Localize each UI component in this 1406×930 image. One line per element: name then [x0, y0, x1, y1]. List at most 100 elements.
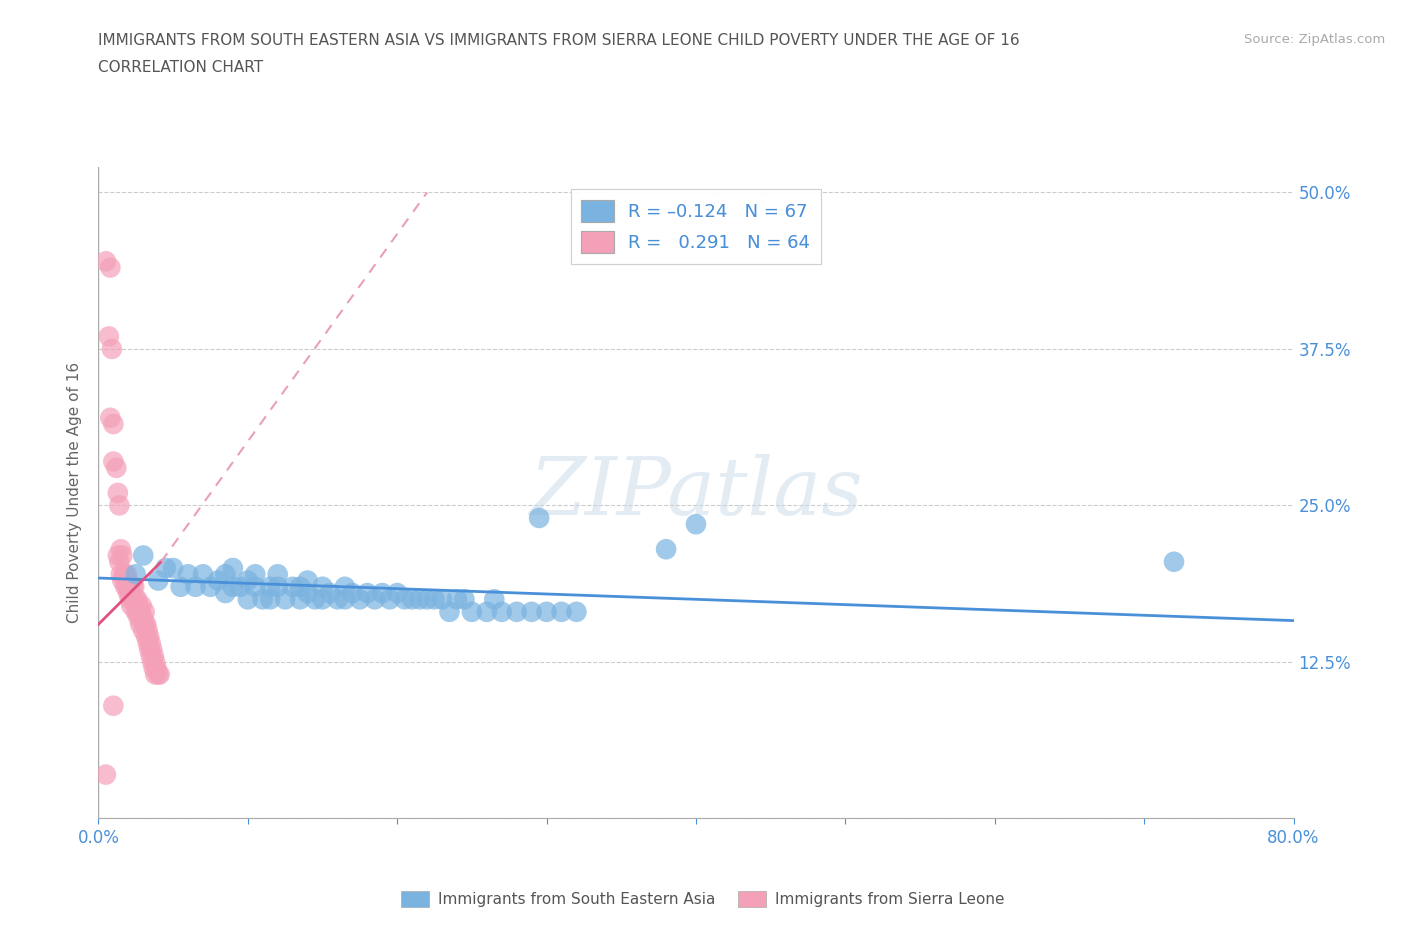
Point [128, 598, 150, 613]
Point [115, 579, 138, 594]
Point [131, 598, 153, 613]
Point [1163, 554, 1185, 569]
Point [155, 561, 177, 576]
Point [304, 591, 326, 606]
Point [259, 579, 281, 594]
Point [288, 591, 311, 606]
Point [342, 586, 364, 601]
Point [112, 567, 135, 582]
Text: IMMIGRANTS FROM SOUTH EASTERN ASIA VS IMMIGRANTS FROM SIERRA LEONE CHILD POVERTY: IMMIGRANTS FROM SOUTH EASTERN ASIA VS IM… [98, 33, 1019, 47]
Point [129, 604, 152, 619]
Point [349, 591, 371, 606]
Point [565, 604, 588, 619]
Point [108, 498, 131, 512]
Point [145, 660, 167, 675]
Point [125, 604, 148, 619]
Point [550, 604, 572, 619]
Point [114, 579, 136, 594]
Point [461, 604, 484, 619]
Point [124, 579, 146, 594]
Point [536, 604, 558, 619]
Point [222, 561, 245, 576]
Point [121, 591, 143, 606]
Point [105, 460, 128, 475]
Point [101, 341, 124, 356]
Point [124, 591, 146, 606]
Point [97, 329, 120, 344]
Point [141, 655, 163, 670]
Point [132, 548, 155, 563]
Point [110, 567, 132, 582]
Point [125, 591, 148, 606]
Point [236, 573, 259, 588]
Point [138, 630, 160, 644]
Point [134, 604, 156, 619]
Point [200, 579, 222, 594]
Point [162, 561, 184, 576]
Point [135, 630, 157, 644]
Point [148, 573, 170, 588]
Point [111, 548, 134, 563]
Point [378, 591, 401, 606]
Point [128, 611, 150, 626]
Point [136, 623, 159, 638]
Point [281, 579, 304, 594]
Point [297, 573, 319, 588]
Point [475, 604, 498, 619]
Point [136, 636, 159, 651]
Point [245, 579, 267, 594]
Point [103, 698, 125, 713]
Point [356, 586, 378, 601]
Point [274, 591, 297, 606]
Point [453, 591, 475, 606]
Point [430, 591, 453, 606]
Point [527, 511, 550, 525]
Point [297, 586, 319, 601]
Point [120, 586, 142, 601]
Point [311, 579, 333, 594]
Point [184, 579, 207, 594]
Point [141, 642, 163, 657]
Point [132, 611, 155, 626]
Point [229, 579, 252, 594]
Point [127, 591, 149, 606]
Legend: R = –0.124   N = 67, R =   0.291   N = 64: R = –0.124 N = 67, R = 0.291 N = 64 [571, 190, 821, 264]
Point [506, 604, 529, 619]
Point [416, 591, 439, 606]
Point [108, 554, 131, 569]
Point [401, 591, 423, 606]
Point [326, 591, 349, 606]
Point [121, 579, 143, 594]
Point [114, 567, 136, 582]
Point [139, 648, 162, 663]
Point [408, 591, 430, 606]
Point [333, 591, 356, 606]
Point [134, 617, 156, 631]
Point [94, 254, 117, 269]
Point [107, 485, 129, 500]
Point [177, 567, 200, 582]
Point [132, 623, 155, 638]
Point [267, 567, 290, 582]
Point [129, 617, 152, 631]
Point [142, 660, 165, 675]
Point [371, 586, 394, 601]
Point [385, 586, 409, 601]
Point [115, 567, 138, 582]
Point [131, 611, 153, 626]
Point [117, 586, 139, 601]
Point [236, 591, 259, 606]
Point [98, 260, 122, 275]
Point [143, 655, 166, 670]
Point [288, 579, 311, 594]
Point [245, 567, 267, 582]
Point [214, 567, 236, 582]
Point [169, 579, 191, 594]
Point [333, 579, 356, 594]
Point [191, 567, 214, 582]
Point [311, 591, 333, 606]
Legend: Immigrants from South Eastern Asia, Immigrants from Sierra Leone: Immigrants from South Eastern Asia, Immi… [395, 884, 1011, 913]
Point [319, 586, 342, 601]
Point [127, 604, 149, 619]
Point [111, 573, 134, 588]
